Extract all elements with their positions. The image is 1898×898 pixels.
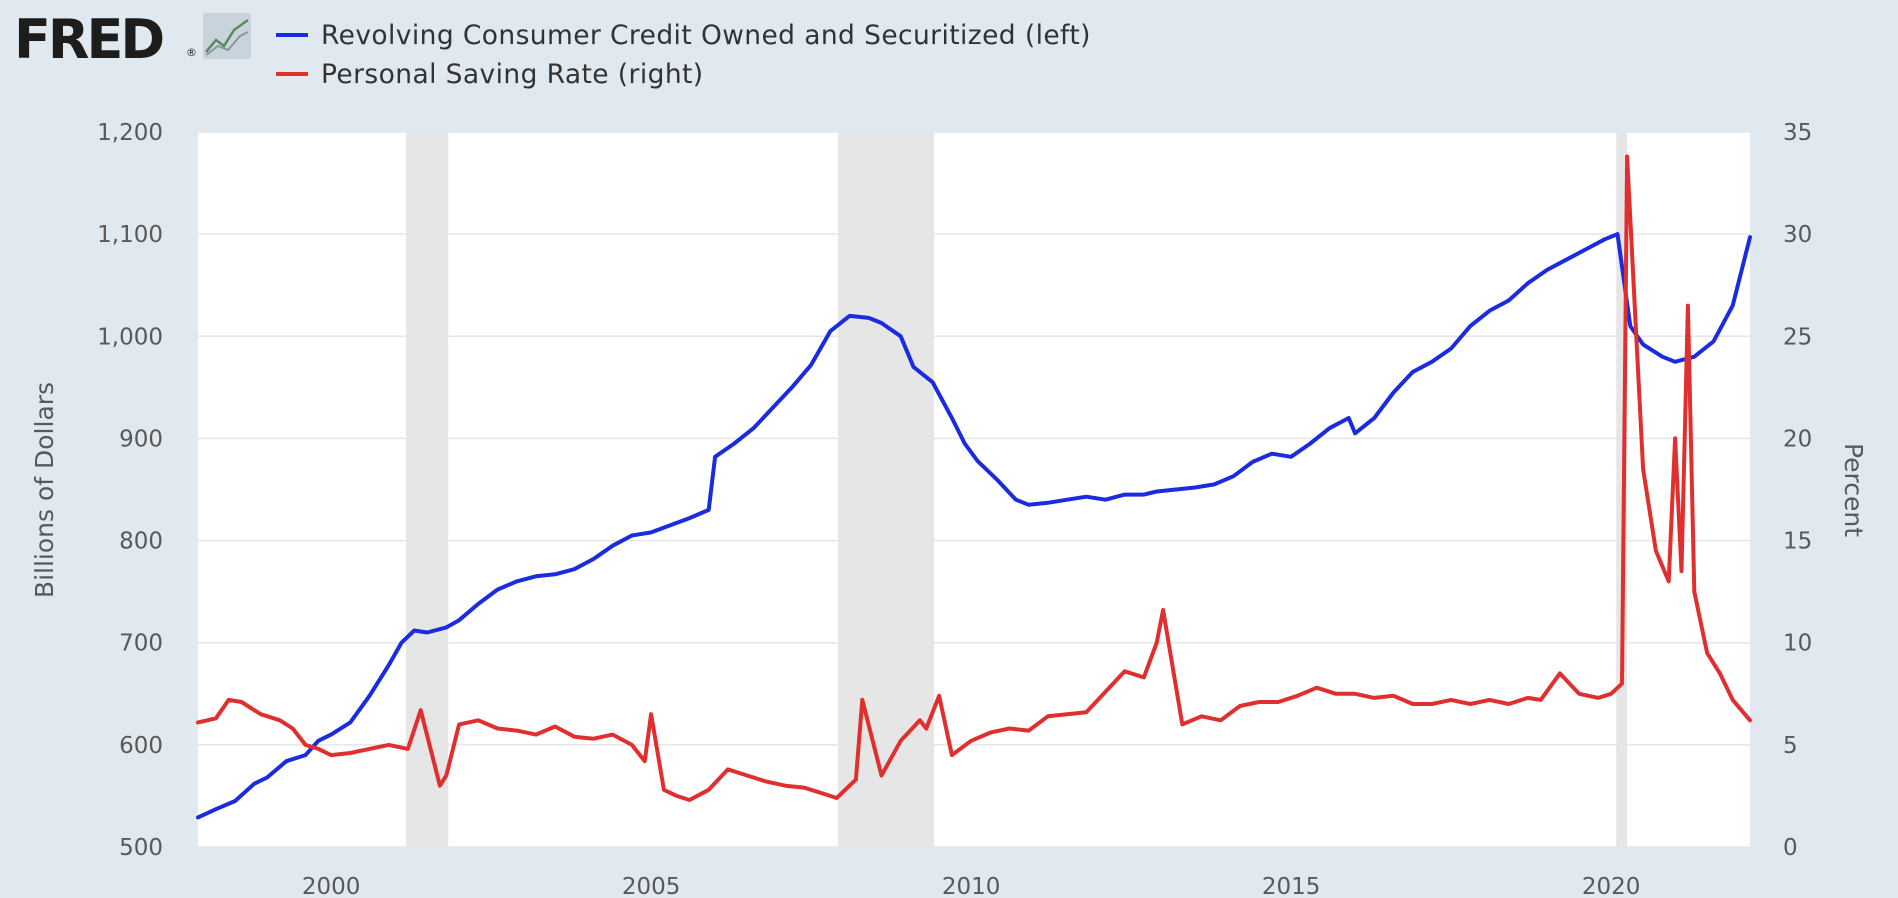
left-tick-label: 900 (119, 426, 163, 452)
left-tick-label: 800 (119, 529, 163, 555)
left-tick-label: 1,100 (97, 222, 163, 248)
trend-line-chart-icon (203, 13, 251, 59)
right-tick-label: 5 (1783, 733, 1798, 759)
x-tick-label: 2000 (302, 874, 361, 898)
x-axis: 2000 2005 2010 2015 2020 (302, 874, 1641, 898)
right-tick-label: 10 (1783, 631, 1812, 657)
right-tick-label: 35 (1783, 120, 1812, 146)
right-axis-title: Percent (1839, 443, 1868, 537)
right-tick-label: 15 (1783, 529, 1812, 555)
right-tick-label: 20 (1783, 426, 1812, 452)
left-tick-label: 1,200 (97, 120, 163, 146)
legend-item-saving-rate[interactable]: Personal Saving Rate (right) (276, 59, 704, 90)
series-line-credit (196, 232, 1752, 820)
fred-logo[interactable]: FRED ® (14, 8, 251, 71)
left-tick-label: 700 (119, 631, 163, 657)
left-axis-title: Billions of Dollars (30, 382, 59, 598)
left-axis: 500 600 700 800 900 1,000 1,100 1,200 (97, 120, 163, 861)
series-lines (196, 154, 1752, 820)
legend: Revolving Consumer Credit Owned and Secu… (276, 20, 1091, 90)
gridlines (198, 131, 1750, 848)
left-tick-label: 600 (119, 733, 163, 759)
right-tick-label: 25 (1783, 324, 1812, 350)
x-tick-label: 2005 (622, 874, 681, 898)
right-tick-label: 0 (1783, 835, 1798, 861)
x-tick-label: 2010 (942, 874, 1001, 898)
logo-registered-mark: ® (186, 46, 197, 59)
recession-band (838, 132, 934, 847)
left-tick-label: 500 (119, 835, 163, 861)
right-tick-label: 30 (1783, 222, 1812, 248)
series-line-saving-rate (196, 154, 1752, 802)
x-tick-label: 2020 (1582, 874, 1641, 898)
logo-text: FRED (14, 8, 162, 71)
legend-label-credit: Revolving Consumer Credit Owned and Secu… (321, 20, 1091, 51)
legend-label-saving-rate: Personal Saving Rate (right) (321, 59, 704, 90)
right-axis: 0 5 10 15 20 25 30 35 (1783, 120, 1812, 861)
legend-item-credit[interactable]: Revolving Consumer Credit Owned and Secu… (276, 20, 1091, 51)
left-tick-label: 1,000 (97, 324, 163, 350)
recession-band (1616, 132, 1628, 847)
x-tick-label: 2015 (1262, 874, 1321, 898)
